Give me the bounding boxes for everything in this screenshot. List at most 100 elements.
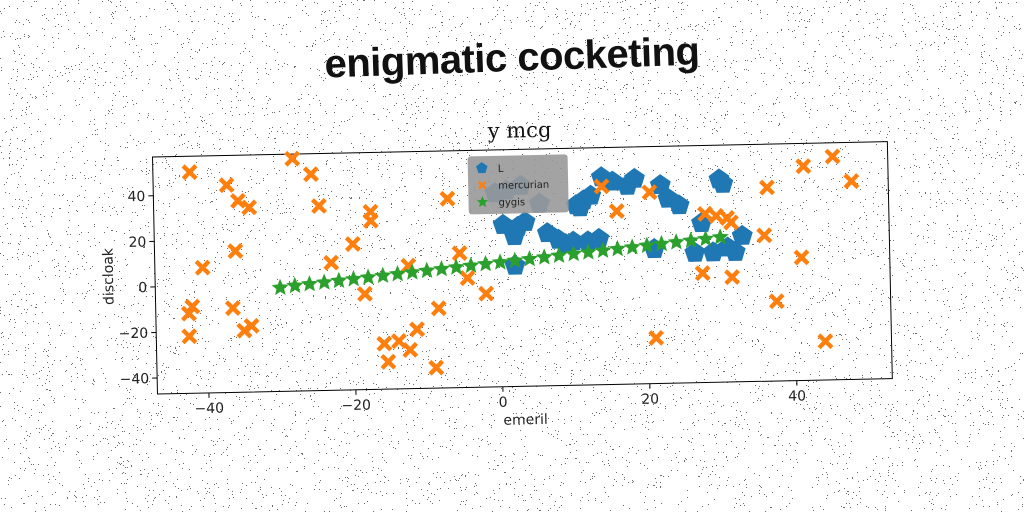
x-tick-label: −20 [341, 398, 371, 415]
series-gygis [271, 228, 729, 296]
legend-marker-gygis [476, 196, 489, 208]
x-tick-label: 20 [641, 391, 659, 407]
point-mercurian [430, 300, 447, 317]
y-axis: −40 −20 0 20 40 [119, 189, 158, 388]
y-tick-label: −20 [119, 326, 149, 343]
point-gygis [330, 271, 348, 289]
point-gygis [432, 260, 451, 277]
point-mercurian [608, 203, 625, 220]
point-mercurian [694, 265, 711, 282]
point-mercurian [708, 207, 725, 224]
point-mercurian [380, 353, 397, 370]
y-tick-label: 20 [128, 235, 146, 251]
point-mercurian [344, 235, 361, 253]
data-marks [180, 148, 860, 376]
point-mercurian [356, 285, 373, 302]
point-gygis [564, 244, 583, 262]
point-gygis [418, 261, 436, 279]
point-L [624, 167, 645, 188]
point-mercurian [284, 150, 301, 167]
point-mercurian [793, 249, 810, 266]
point-L [588, 227, 610, 248]
point-mercurian [768, 293, 785, 310]
point-L [712, 172, 734, 193]
point-mercurian [756, 227, 773, 244]
point-mercurian [824, 148, 841, 165]
x-axis-label: emeril [503, 412, 548, 429]
point-L [503, 225, 525, 246]
point-gygis [374, 266, 392, 284]
plot-frame [152, 141, 893, 395]
y-tick-label: 0 [138, 280, 147, 296]
point-gygis [462, 256, 480, 274]
point-gygis [300, 275, 319, 292]
point-gygis [594, 241, 612, 259]
point-gygis [608, 239, 627, 257]
point-gygis [623, 238, 641, 255]
point-mercurian [402, 341, 419, 358]
point-L [492, 213, 514, 234]
point-gygis [550, 246, 568, 264]
point-L [668, 194, 690, 215]
point-mercurian [439, 190, 456, 207]
point-gygis [520, 249, 539, 267]
legend-marker-L [476, 162, 488, 174]
point-mercurian [227, 243, 244, 260]
point-gygis [476, 254, 495, 272]
point-mercurian [459, 270, 476, 287]
point-gygis [682, 231, 700, 248]
x-tick-label: 40 [788, 388, 806, 404]
legend-label: mercurian [498, 180, 549, 192]
point-gygis [711, 228, 729, 245]
point-mercurian [181, 164, 198, 181]
point-gygis [359, 268, 377, 285]
point-mercurian [648, 329, 665, 346]
point-mercurian [218, 177, 235, 194]
point-mercurian [376, 335, 393, 352]
point-mercurian [229, 192, 246, 209]
point-gygis [388, 265, 407, 282]
point-mercurian [323, 254, 340, 271]
point-mercurian [843, 173, 860, 190]
point-gygis [638, 236, 656, 254]
point-gygis [535, 248, 553, 265]
point-mercurian [181, 328, 198, 345]
point-mercurian [428, 359, 445, 376]
y-axis-label: discloak [100, 247, 117, 305]
point-gygis [286, 276, 304, 294]
legend-marker-mercurian [477, 180, 487, 190]
point-mercurian [409, 321, 426, 338]
point-mercurian [194, 259, 211, 276]
point-mercurian [302, 166, 319, 183]
point-gygis [667, 233, 685, 250]
point-gygis [696, 229, 715, 247]
point-mercurian [451, 245, 468, 262]
chart-title: y mcg [486, 118, 551, 143]
x-tick-label: −40 [194, 401, 224, 418]
point-L [724, 240, 746, 261]
legend-box [467, 154, 569, 215]
x-tick-label: 0 [499, 395, 508, 411]
chart: y mcg −40 −20 0 20 40 −40 −20 0 20 40 emeril dis… [56, 83, 923, 461]
point-gygis [506, 251, 524, 269]
point-L [562, 230, 584, 251]
point-mercurian [310, 197, 327, 214]
series-mercurian [180, 148, 860, 376]
point-gygis [315, 273, 333, 290]
point-gygis [344, 270, 363, 287]
point-gygis [447, 258, 465, 275]
point-gygis [403, 263, 421, 280]
legend-label: gygis [498, 197, 525, 209]
point-mercurian [224, 300, 241, 317]
point-mercurian [817, 333, 834, 350]
point-mercurian [795, 158, 812, 175]
point-mercurian [758, 179, 775, 196]
point-L [601, 170, 623, 191]
point-mercurian [362, 203, 379, 220]
y-tick-label: −40 [119, 371, 149, 388]
point-gygis [579, 243, 597, 260]
point-mercurian [724, 269, 741, 286]
point-gygis [491, 253, 509, 270]
